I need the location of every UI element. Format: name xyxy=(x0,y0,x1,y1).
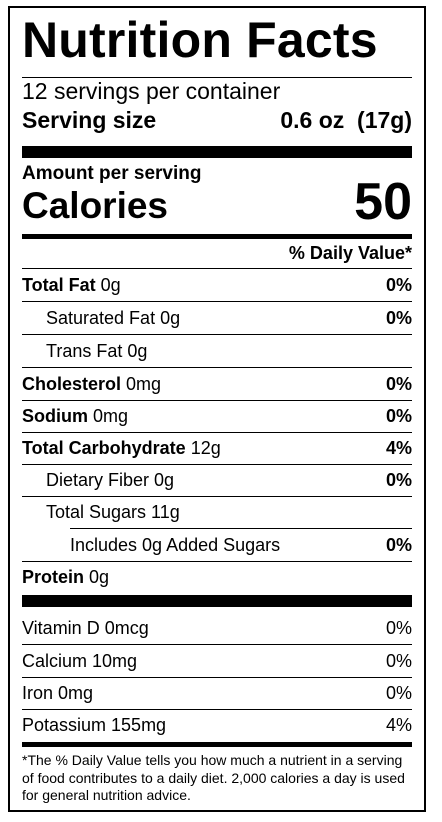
nutrient-row-dietary-fiber: Dietary Fiber 0g 0% xyxy=(22,464,412,496)
thick-divider xyxy=(22,146,412,158)
nutrient-label: Protein xyxy=(22,567,85,587)
medium-divider xyxy=(22,742,412,747)
nutrient-label: Sodium xyxy=(22,406,88,426)
divider xyxy=(22,77,412,78)
nutrient-row-cholesterol: Cholesterol 0mg 0% xyxy=(22,368,412,400)
nutrient-dv: 0% xyxy=(385,275,412,295)
nutrient-amount: 0mg xyxy=(121,374,162,394)
vitamin-row-iron: Iron 0mg 0% xyxy=(22,677,412,709)
nutrient-row-total-carbohydrate: Total Carbohydrate 12g 4% xyxy=(22,432,412,464)
calories-value: 50 xyxy=(354,173,412,231)
divider xyxy=(22,496,412,497)
nutrient-label: Saturated Fat 0g xyxy=(46,308,181,328)
divider xyxy=(22,561,412,562)
divider xyxy=(22,400,412,401)
nutrient-amount: 0g xyxy=(84,567,110,587)
nutrient-label: Cholesterol xyxy=(22,374,122,394)
vitamin-row-calcium: Calcium 10mg 0% xyxy=(22,645,412,677)
nutrient-dv: 0% xyxy=(385,308,412,328)
nutrient-amount: 0g xyxy=(95,275,121,295)
divider xyxy=(22,677,412,678)
nutrient-name: Total Fat 0g xyxy=(22,269,121,301)
divider xyxy=(22,301,412,302)
label-content: Nutrition Facts 12 servings per containe… xyxy=(22,8,412,810)
nutrient-name: Total Carbohydrate 12g xyxy=(22,432,221,464)
nutrient-dv: 0% xyxy=(385,374,412,394)
vitamin-row-vitamin-d: Vitamin D 0mcg 0% xyxy=(22,612,412,644)
nutrient-dv: 0% xyxy=(385,406,412,426)
divider xyxy=(22,432,412,433)
nutrient-label: Dietary Fiber 0g xyxy=(46,470,175,490)
calories-label: Calories xyxy=(22,185,169,226)
nutrient-label: Total Carbohydrate xyxy=(22,438,186,458)
vitamin-dv: 0% xyxy=(385,651,412,671)
servings-per-container: 12 servings per container xyxy=(22,78,281,104)
vitamin-label: Vitamin D 0mcg xyxy=(22,618,149,638)
nutrient-label: Trans Fat 0g xyxy=(46,341,148,361)
footnote: *The % Daily Value tells you how much a … xyxy=(22,752,405,803)
divider xyxy=(70,528,412,529)
nutrient-row-trans-fat: Trans Fat 0g xyxy=(22,335,412,367)
divider xyxy=(22,464,412,465)
divider xyxy=(22,334,412,335)
calories-row: Calories 50 xyxy=(22,174,412,230)
nutrient-name: Sodium 0mg xyxy=(22,400,128,432)
nutrient-label: Total Sugars 11g xyxy=(46,502,180,522)
divider xyxy=(22,644,412,645)
medium-divider xyxy=(22,234,412,239)
nutrition-facts-label: Nutrition Facts 12 servings per containe… xyxy=(8,6,426,812)
divider xyxy=(22,367,412,368)
vitamin-row-potassium: Potassium 155mg 4% xyxy=(22,709,412,741)
serving-size-value: 0.6 oz (17g) xyxy=(280,107,412,133)
nutrient-row-total-fat: Total Fat 0g 0% xyxy=(22,269,412,301)
thick-divider xyxy=(22,595,412,607)
vitamin-label: Calcium 10mg xyxy=(22,651,138,671)
serving-size-row: Serving size 0.6 oz (17g) xyxy=(22,106,412,134)
vitamin-label: Iron 0mg xyxy=(22,683,94,703)
divider xyxy=(22,709,412,710)
nutrient-dv: 4% xyxy=(385,438,412,458)
amount-per-serving: Amount per serving xyxy=(22,163,202,184)
vitamin-label: Potassium 155mg xyxy=(22,715,167,735)
nutrient-amount: 0mg xyxy=(88,406,129,426)
nutrient-dv: 0% xyxy=(385,470,412,490)
serving-size-label: Serving size xyxy=(22,107,157,133)
vitamin-dv: 0% xyxy=(385,683,412,703)
label-title: Nutrition Facts xyxy=(22,12,378,68)
nutrient-amount: 12g xyxy=(185,438,221,458)
nutrient-dv: 0% xyxy=(385,535,412,555)
vitamin-dv: 4% xyxy=(385,715,412,735)
nutrient-name: Protein 0g xyxy=(22,561,109,593)
nutrient-row-saturated-fat: Saturated Fat 0g 0% xyxy=(22,302,412,334)
nutrient-label: Total Fat xyxy=(22,275,96,295)
vitamin-dv: 0% xyxy=(385,618,412,638)
nutrient-row-total-sugars: Total Sugars 11g xyxy=(22,496,412,528)
nutrient-row-protein: Protein 0g xyxy=(22,561,412,593)
daily-value-header: % Daily Value* xyxy=(288,243,412,263)
divider xyxy=(22,268,412,269)
nutrient-row-added-sugars: Includes 0g Added Sugars 0% xyxy=(22,529,412,561)
nutrient-name: Cholesterol 0mg xyxy=(22,368,161,400)
nutrient-row-sodium: Sodium 0mg 0% xyxy=(22,400,412,432)
nutrient-label: Includes 0g Added Sugars xyxy=(70,535,281,555)
